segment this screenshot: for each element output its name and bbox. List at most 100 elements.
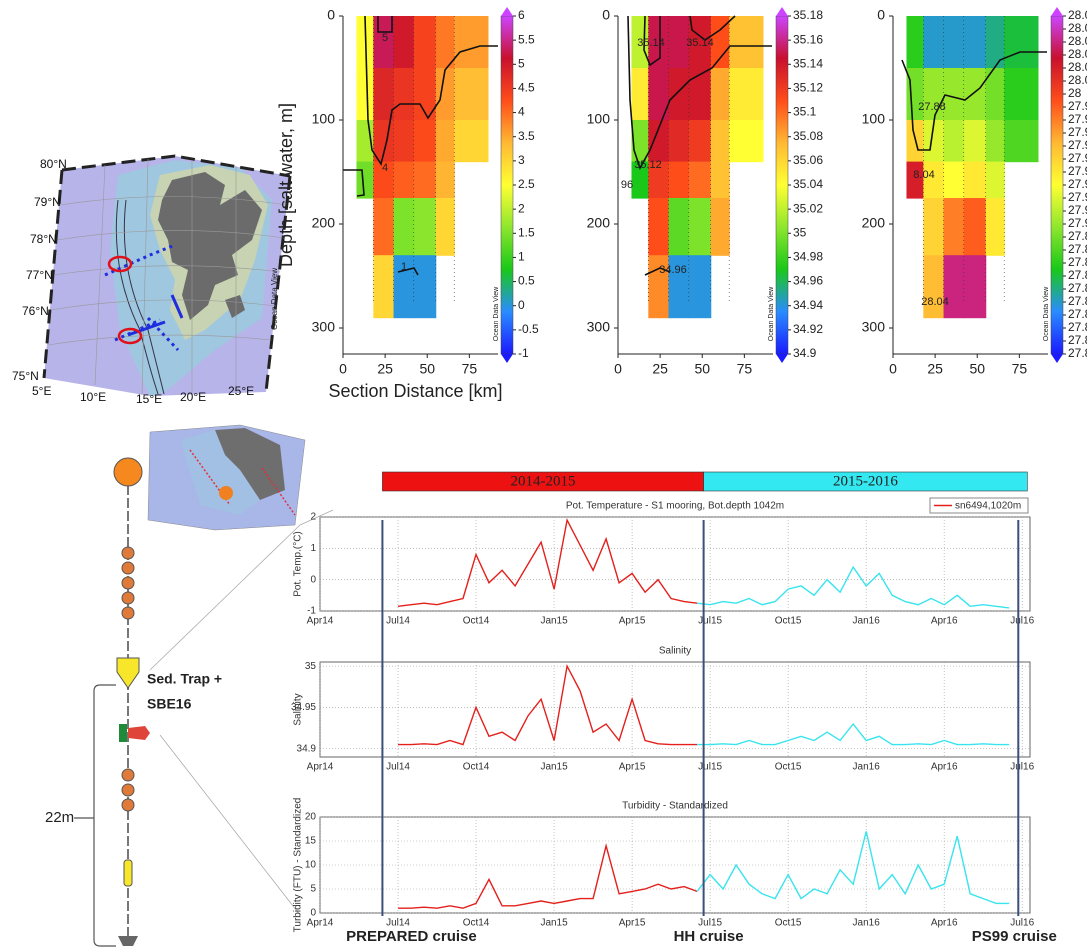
colorbar-tick-label: 27.85	[1068, 281, 1087, 295]
y-tick-label: 100	[312, 111, 336, 127]
inset-site	[219, 486, 233, 500]
contour-label: 35.12	[634, 159, 662, 171]
section-cell	[413, 68, 437, 121]
colorbar-tick-label: 34.98	[793, 250, 823, 264]
x-tick-label: Apr14	[307, 616, 334, 627]
colorbar-tick-label: 35.02	[793, 201, 823, 215]
connector	[299, 509, 334, 526]
map-watermark: Ocean Data View	[270, 268, 279, 330]
section-cell	[356, 68, 374, 121]
y-tick-label: 0	[327, 7, 335, 23]
section-cell	[668, 161, 690, 199]
y-tick-label: 200	[862, 215, 886, 231]
series-line	[697, 565, 1010, 609]
colorbar-tick-label: 27.97	[1068, 125, 1087, 139]
y-tick-label: 100	[587, 111, 611, 127]
map-lat-label: 78°N	[30, 232, 57, 246]
section-cell	[413, 120, 437, 163]
x-tick-label: 25	[652, 361, 668, 377]
section-cell	[943, 198, 965, 256]
colorbar-tick-label: 28.02	[1068, 60, 1087, 74]
colorbar-tick-label: 27.95	[1068, 151, 1087, 165]
x-tick-label: Jul14	[386, 616, 410, 627]
colorbar-tick-label: 35.14	[793, 56, 823, 70]
x-tick-label: Jul15	[698, 762, 722, 773]
x-tick-label: Oct15	[775, 616, 802, 627]
colorbar-tick-label: 27.88	[1068, 242, 1087, 256]
colorbar-tick-label: 3	[518, 153, 525, 167]
colorbar-tick-label: 27.9	[1068, 216, 1087, 230]
plot-frame	[319, 661, 1031, 758]
colorbar-tick-label: 0.5	[518, 274, 535, 288]
watermark: Ocean Data View	[768, 286, 775, 341]
colorbar-tick-label: 0	[518, 298, 525, 312]
colorbar-tick-label: 27.91	[1068, 203, 1087, 217]
section-cell	[648, 120, 670, 163]
inset-land	[215, 428, 285, 500]
section-cell	[668, 255, 690, 319]
colorbar-end	[501, 7, 513, 16]
section-cell	[688, 255, 712, 319]
colorbar-tick-label: 5	[518, 56, 525, 70]
section-cell	[1004, 120, 1039, 163]
map-lat-label: 79°N	[34, 195, 61, 209]
map-land	[225, 295, 245, 318]
section-cell	[923, 198, 945, 256]
watermark: Ocean Data View	[1043, 286, 1050, 341]
colorbar	[775, 15, 789, 355]
x-tick-label: Jan15	[540, 616, 568, 627]
section-cell	[668, 16, 690, 69]
section-cell	[688, 16, 712, 69]
colorbar-end	[776, 7, 788, 16]
section-cell	[963, 161, 987, 199]
section-cell	[648, 161, 670, 199]
section-cell	[729, 68, 764, 121]
section-cell	[648, 68, 670, 121]
period-label: 2015-2016	[833, 473, 898, 489]
map-lat-label: 76°N	[22, 304, 49, 318]
chart-title: Pot. Temperature - S1 mooring, Bot.depth…	[566, 501, 784, 512]
colorbar-tick-label: 35.12	[793, 81, 823, 95]
section-cell	[393, 16, 415, 69]
x-tick-label: Apr16	[931, 918, 958, 929]
x-tick-label: 25	[377, 361, 393, 377]
y-tick-label: -1	[307, 606, 316, 617]
section-cell	[373, 161, 395, 199]
x-tick-label: Jul14	[386, 918, 410, 929]
colorbar-tick-label: 28.03	[1068, 47, 1087, 61]
x-tick-label: Oct15	[775, 918, 802, 929]
section-cell	[393, 68, 415, 121]
contours-density	[901, 51, 1047, 151]
section-cell	[963, 68, 987, 121]
x-tick-label: Jan16	[853, 616, 881, 627]
y-tick-label: 20	[305, 812, 317, 823]
section-cell	[923, 16, 945, 69]
section-cell	[710, 120, 730, 163]
section-cell	[393, 255, 415, 319]
section-cell	[688, 161, 712, 199]
x-tick-label: Apr16	[931, 616, 958, 627]
y-tick-label: 300	[587, 319, 611, 335]
section-cells	[356, 16, 489, 319]
section-cell	[631, 68, 649, 121]
x-tick-label: Apr15	[619, 918, 646, 929]
section-cell	[435, 198, 455, 256]
section-cell	[631, 161, 649, 199]
mooring-float	[121, 768, 135, 782]
section-cell	[943, 16, 965, 69]
map-border	[61, 154, 291, 178]
colorbar-tick-label: 27.83	[1068, 307, 1087, 321]
x-tick-label: Jul16	[1010, 616, 1034, 627]
colorbar-tick-label: 3.5	[518, 129, 535, 143]
x-tick-label: Jan16	[853, 762, 881, 773]
colorbar-tick-label: 27.93	[1068, 177, 1087, 191]
x-tick-label: 50	[969, 361, 985, 377]
y-tick-label: 2	[310, 512, 316, 523]
section-cell	[373, 198, 395, 256]
colorbar-tick-label: 35.18	[793, 8, 823, 22]
map: 80°N 79°N 78°N 77°N 76°N 75°N 5°E 10°E 1…	[12, 154, 292, 406]
colorbar-tick-label: -0.5	[518, 322, 539, 336]
map-lon-label: 10°E	[80, 390, 106, 404]
watermark: Ocean Data View	[493, 286, 500, 341]
section-cell	[923, 120, 945, 163]
